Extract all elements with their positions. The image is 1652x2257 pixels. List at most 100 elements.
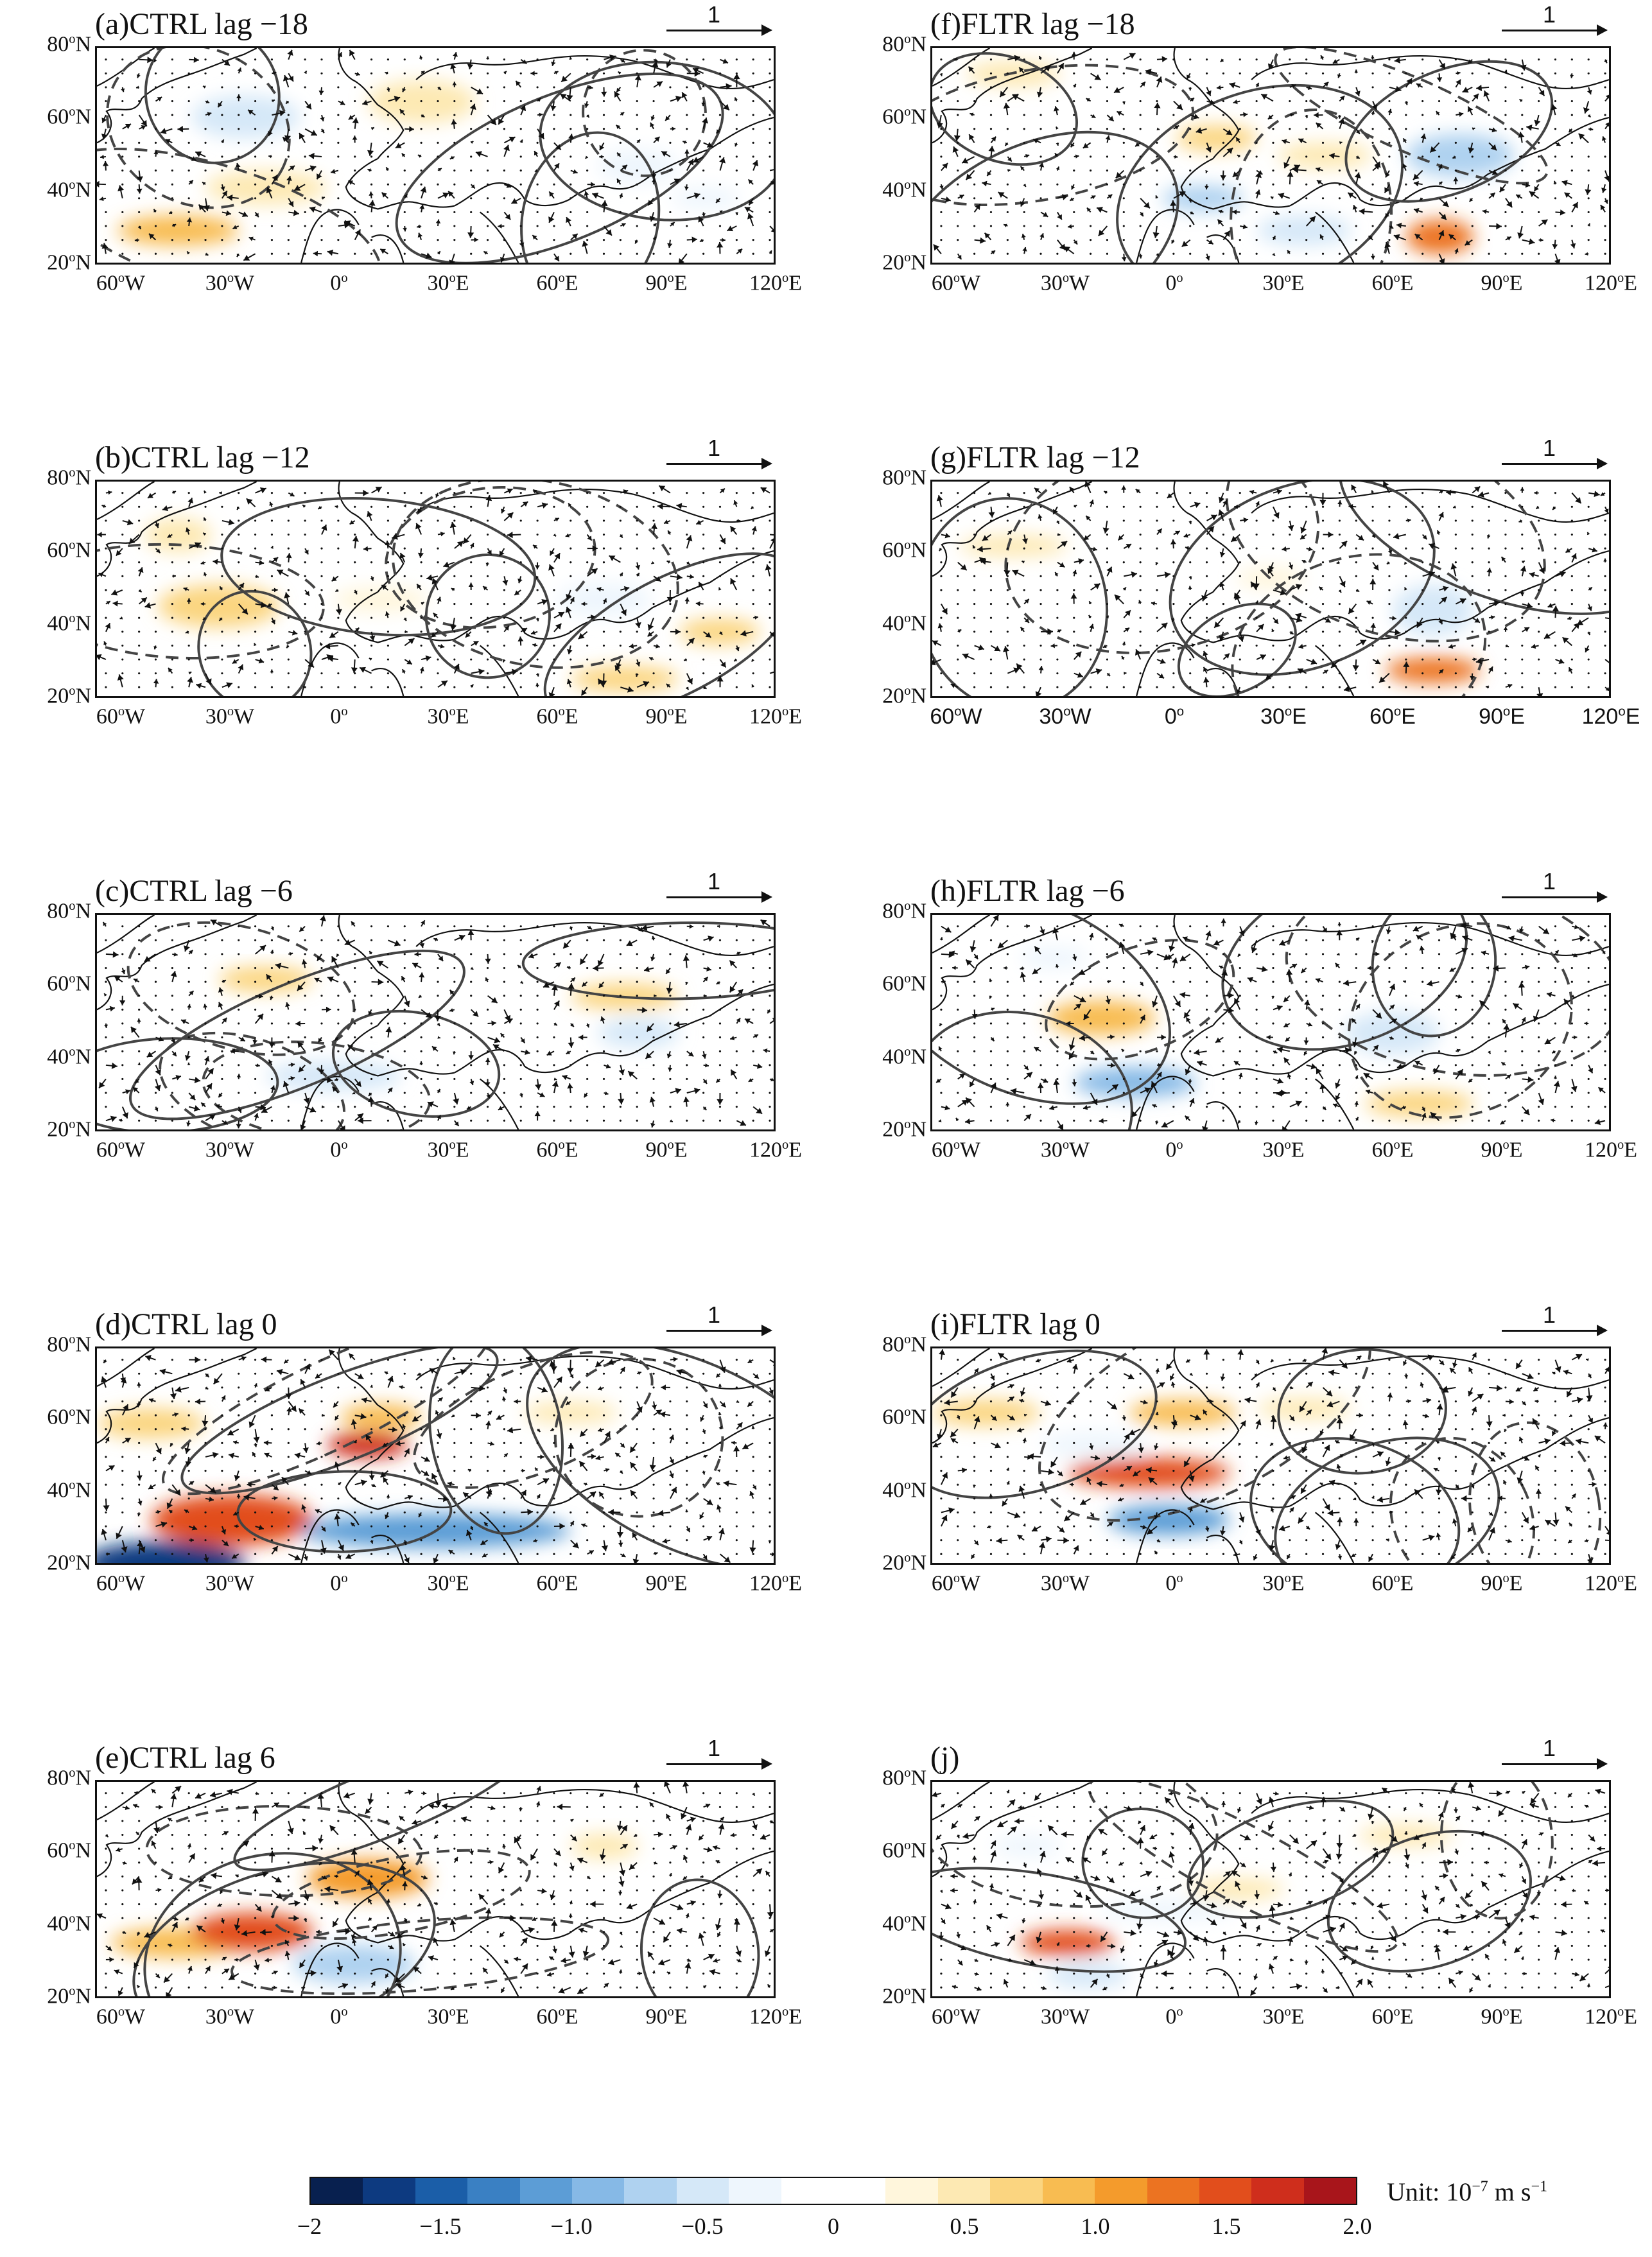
vector-arrowhead [716, 980, 720, 984]
vector-dot [105, 211, 107, 213]
vector-arrowhead [630, 1490, 636, 1497]
vector-arrowhead [716, 1078, 720, 1083]
shading-blob [117, 215, 239, 246]
vector-dot [387, 155, 390, 158]
vector-arrowhead [321, 1527, 326, 1531]
vector-dot [387, 1008, 390, 1011]
vector-dot [752, 1903, 754, 1906]
vector-dot [453, 100, 456, 103]
vector-arrowhead [137, 1382, 141, 1386]
vector-dot [619, 1903, 622, 1906]
vector-dot [105, 547, 107, 550]
coastline-layer [97, 915, 774, 1129]
vector-arrowhead [189, 1481, 195, 1486]
vector-dot [1305, 100, 1308, 103]
vector-arrowhead [270, 950, 274, 954]
vector-dot [254, 1833, 257, 1836]
vector-dot [238, 86, 240, 89]
vector-dot [669, 72, 672, 74]
vector-arrowhead [252, 1040, 257, 1045]
vector-arrowhead [1086, 98, 1090, 102]
vector-dot [270, 1470, 274, 1472]
vector-arrowhead [186, 598, 191, 602]
vector-arrowhead [153, 1827, 161, 1833]
vector-dot [121, 1820, 124, 1822]
vector-dot [370, 616, 373, 619]
vector-arrowhead [191, 156, 196, 161]
vector-arrowhead [702, 84, 705, 88]
vector-arrowhead [718, 1426, 722, 1430]
vector-dot [586, 1889, 589, 1892]
vector-arrowhead [344, 220, 351, 227]
vector-dot [752, 492, 754, 494]
vector-dot [287, 1986, 290, 1989]
vector-dot [453, 658, 456, 661]
vector-dot [238, 939, 240, 941]
reference-vector-label: 1 [708, 435, 721, 461]
vector-dot [187, 114, 190, 116]
vector-arrowhead [651, 174, 657, 179]
vector-dot [735, 239, 738, 241]
vector-dot [470, 155, 473, 158]
vector-arrowhead [111, 1062, 117, 1069]
vector-dot [652, 1483, 655, 1486]
vector-dot [403, 1359, 406, 1361]
vector-arrowhead [634, 74, 641, 81]
vector-dot [718, 575, 722, 577]
vector-arrowhead [764, 1950, 771, 1957]
vector-arrowhead [1476, 84, 1482, 91]
vector-dot [204, 953, 207, 955]
vector-arrowhead [719, 210, 723, 214]
vector-dot [105, 1847, 107, 1850]
vector-arrowhead [772, 1364, 774, 1366]
vector-dot [735, 197, 738, 200]
vector-arrowhead [649, 216, 656, 222]
vector-dot [1106, 58, 1109, 61]
vector-arrowhead [125, 1438, 131, 1443]
vector-arrowhead [599, 1492, 604, 1497]
vector-arrowhead [521, 59, 527, 64]
vector-dot [486, 1119, 489, 1122]
vector-dot [254, 225, 257, 227]
vector-dot [354, 1958, 356, 1961]
vector-arrowhead [154, 523, 159, 528]
vector-arrowhead [227, 1429, 234, 1436]
vector-dot [370, 225, 373, 227]
vector-dot [204, 1847, 207, 1850]
vector-dot [752, 1008, 754, 1011]
vector-arrowhead [720, 1817, 724, 1822]
vector-arrowhead [220, 586, 223, 590]
vector-dot [536, 939, 539, 941]
coastline [479, 211, 519, 263]
vector-dot [238, 1861, 240, 1864]
vector-arrowhead [608, 1509, 614, 1516]
map-panel-f [930, 46, 1611, 265]
vector-arrowhead [195, 1356, 201, 1363]
vector-arrowhead [229, 1452, 235, 1459]
vector-dot [171, 252, 173, 255]
vector-arrowhead [310, 130, 317, 136]
vector-arrowhead [368, 1917, 372, 1921]
vector-dot [387, 631, 390, 633]
coastline [97, 482, 257, 577]
vector-arrowhead [335, 589, 339, 592]
vector-arrowhead [626, 1903, 633, 1910]
vector-dot [138, 672, 141, 675]
vector-dot [204, 995, 207, 997]
vector-dot [1255, 114, 1258, 116]
vector-dot [702, 1036, 705, 1039]
vector-arrowhead [236, 1074, 241, 1077]
contour-solid [428, 1348, 564, 1535]
vector-arrowhead [399, 1816, 404, 1821]
vector-dot [204, 1470, 207, 1472]
vector-dot [686, 533, 688, 536]
vector-dot [1039, 114, 1042, 116]
vector-dot [403, 686, 406, 688]
vector-arrowhead [287, 49, 293, 56]
vector-dot [769, 1889, 771, 1892]
coastline [371, 1968, 404, 1996]
vector-dot [735, 616, 738, 619]
vector-arrowhead [97, 1913, 103, 1919]
vector-dot [669, 197, 672, 200]
vector-dot [354, 561, 356, 564]
